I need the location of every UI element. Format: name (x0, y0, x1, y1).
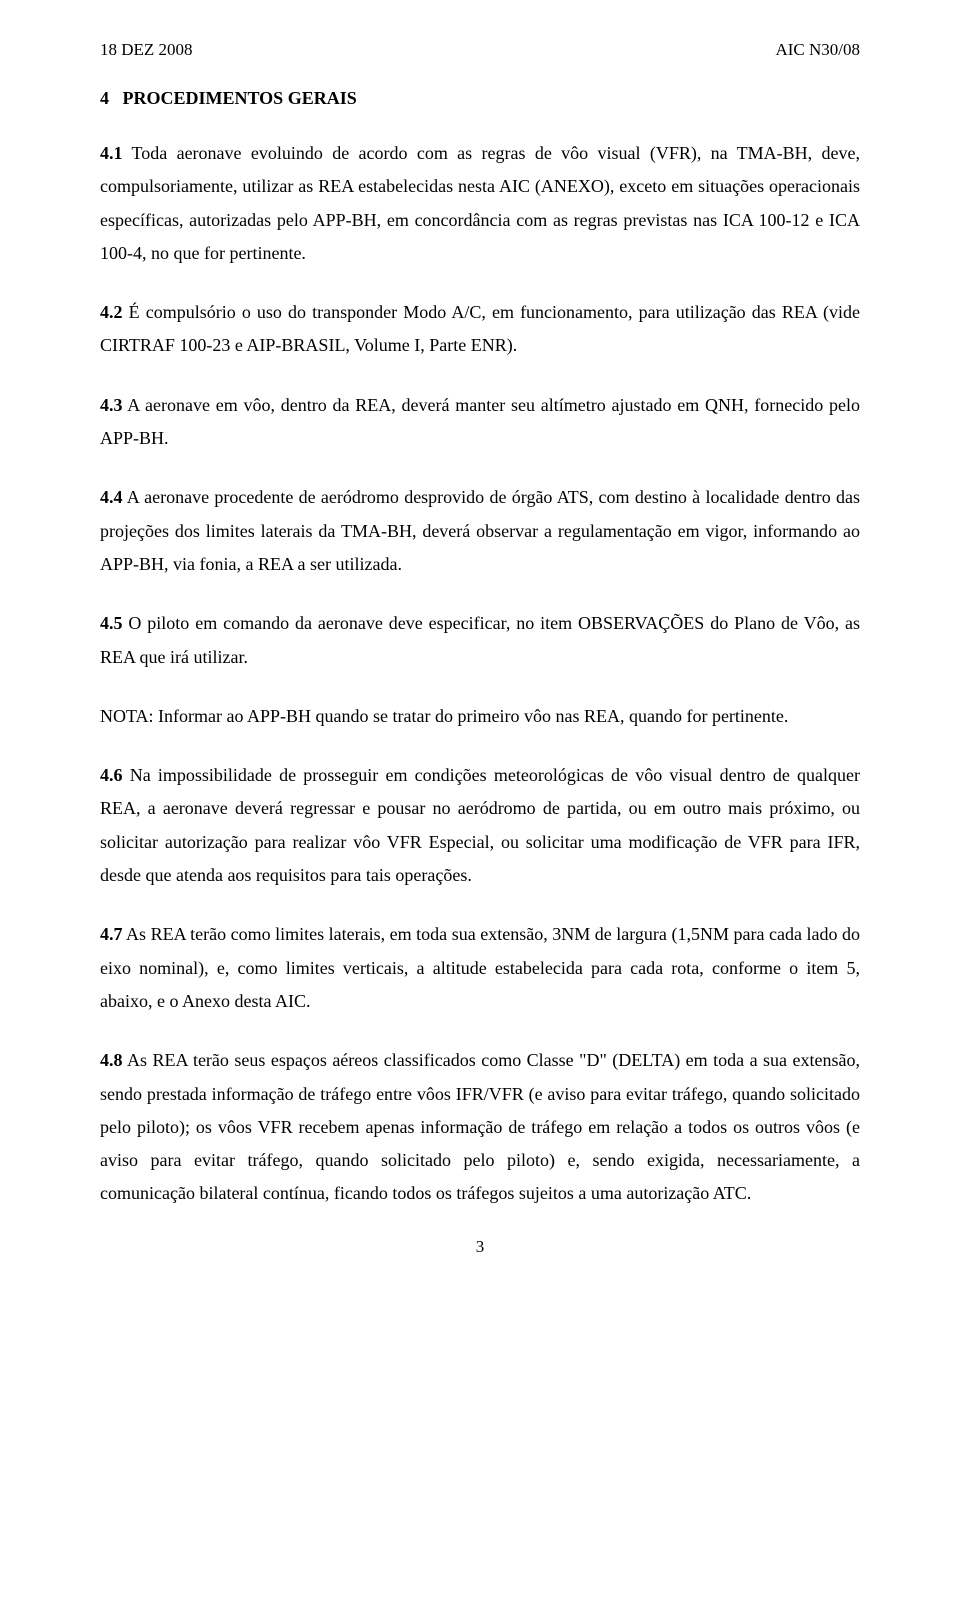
paragraph-text: As REA terão como limites laterais, em t… (100, 924, 860, 1011)
paragraph-text: A aeronave procedente de aeródromo despr… (100, 487, 860, 574)
paragraph-number: 4.2 (100, 302, 123, 322)
header-date: 18 DEZ 2008 (100, 40, 193, 60)
paragraph-text: Toda aeronave evoluindo de acordo com as… (100, 143, 860, 263)
paragraph-text: Na impossibilidade de prosseguir em cond… (100, 765, 860, 885)
paragraph-number: 4.1 (100, 143, 123, 163)
paragraph: 4.6 Na impossibilidade de prosseguir em … (100, 759, 860, 892)
paragraph-text: A aeronave em vôo, dentro da REA, deverá… (100, 395, 860, 448)
paragraph-text: NOTA: Informar ao APP-BH quando se trata… (100, 706, 788, 726)
paragraph-number: 4.4 (100, 487, 123, 507)
page-footer: 3 (100, 1237, 860, 1257)
page-header: 18 DEZ 2008 AIC N30/08 (100, 40, 860, 60)
paragraph-number: 4.3 (100, 395, 123, 415)
paragraph-text: O piloto em comando da aeronave deve esp… (100, 613, 860, 666)
section-heading: PROCEDIMENTOS GERAIS (123, 88, 357, 108)
document-body: 4.1 Toda aeronave evoluindo de acordo co… (100, 137, 860, 1211)
paragraph-number: 4.6 (100, 765, 123, 785)
section-title: 4 PROCEDIMENTOS GERAIS (100, 88, 860, 109)
paragraph-number: 4.8 (100, 1050, 123, 1070)
header-doc-id: AIC N30/08 (775, 40, 860, 60)
paragraph: 4.8 As REA terão seus espaços aéreos cla… (100, 1044, 860, 1210)
paragraph: 4.3 A aeronave em vôo, dentro da REA, de… (100, 389, 860, 456)
page-number: 3 (476, 1237, 485, 1256)
paragraph-number: 4.7 (100, 924, 123, 944)
paragraph: 4.7 As REA terão como limites laterais, … (100, 918, 860, 1018)
paragraph: 4.4 A aeronave procedente de aeródromo d… (100, 481, 860, 581)
paragraph: 4.1 Toda aeronave evoluindo de acordo co… (100, 137, 860, 270)
paragraph-text: As REA terão seus espaços aéreos classif… (100, 1050, 860, 1203)
paragraph-number: 4.5 (100, 613, 123, 633)
paragraph: NOTA: Informar ao APP-BH quando se trata… (100, 700, 860, 733)
paragraph: 4.2 É compulsório o uso do transponder M… (100, 296, 860, 363)
paragraph: 4.5 O piloto em comando da aeronave deve… (100, 607, 860, 674)
paragraph-text: É compulsório o uso do transponder Modo … (100, 302, 860, 355)
section-number: 4 (100, 88, 109, 108)
